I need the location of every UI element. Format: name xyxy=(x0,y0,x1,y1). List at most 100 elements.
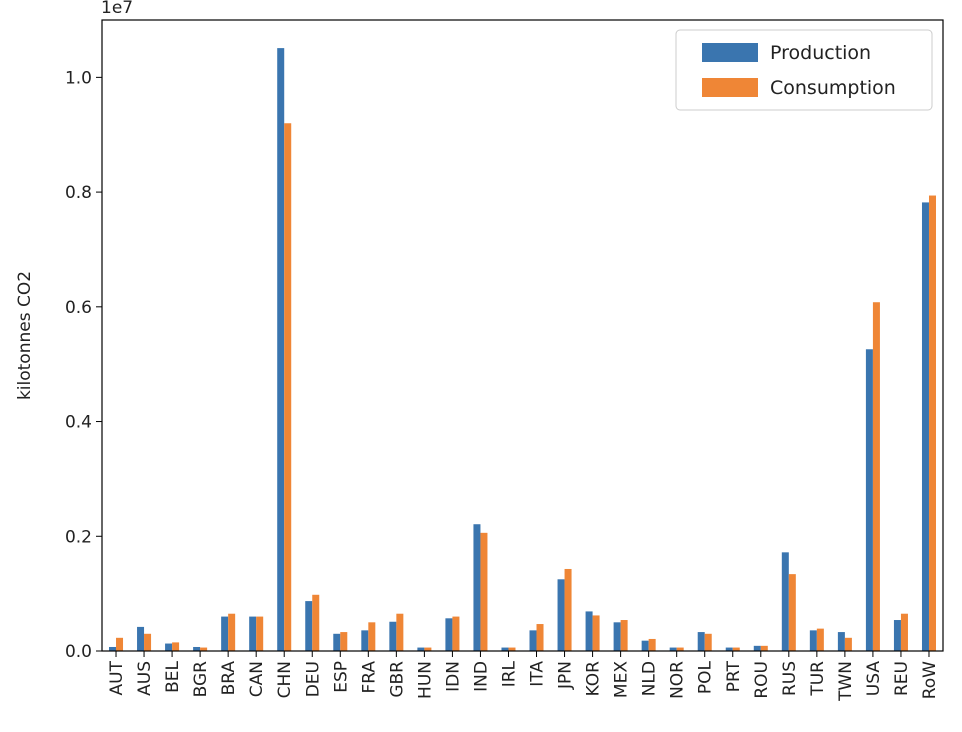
bar-production-ita xyxy=(529,630,537,651)
x-tick-label: BGR xyxy=(191,661,211,698)
y-axis-label: kilotonnes CO2 xyxy=(15,271,35,400)
bar-production-tur xyxy=(809,630,817,651)
bar-consumption-jpn xyxy=(564,568,572,651)
bar-consumption-ind xyxy=(480,532,488,651)
bar-production-hun xyxy=(417,647,425,651)
bar-production-row xyxy=(921,202,929,651)
x-tick-label: CHN xyxy=(275,661,295,698)
x-tick-label: IRL xyxy=(499,660,519,687)
x-tick-label: RoW xyxy=(920,661,940,699)
bar-production-nld xyxy=(641,640,649,651)
x-tick-label: NLD xyxy=(640,661,660,696)
bar-production-usa xyxy=(865,349,873,651)
bar-production-prt xyxy=(725,647,733,651)
bar-production-esp xyxy=(333,633,341,651)
bar-production-chn xyxy=(277,48,285,652)
bar-consumption-aus xyxy=(144,633,152,651)
x-tick-label: BEL xyxy=(163,660,183,692)
x-tick-label: IND xyxy=(471,661,491,692)
legend-label-production: Production xyxy=(770,42,871,64)
bar-consumption-tur xyxy=(816,628,824,651)
bar-production-rou xyxy=(753,645,761,651)
x-tick-label: RUS xyxy=(780,661,800,696)
x-tick-label: MEX xyxy=(612,661,632,698)
bar-consumption-rus xyxy=(788,574,796,651)
bar-production-pol xyxy=(697,632,705,651)
x-ticks-group: AUT AUS BEL BGR BRA CAN CHN DEU ESP FRA GBR HUN IDN I… xyxy=(107,651,940,702)
legend-swatch-production xyxy=(702,43,758,62)
x-tick-label: PRT xyxy=(724,660,744,692)
legend-swatch-consumption xyxy=(702,78,758,97)
x-tick-label: ROU xyxy=(752,661,772,699)
bar-consumption-mex xyxy=(620,620,628,651)
bar-consumption-chn xyxy=(284,123,292,652)
bar-production-aus xyxy=(137,626,145,651)
x-tick-label: AUS xyxy=(135,661,155,696)
bar-production-aut xyxy=(109,646,117,651)
y-tick-label: 0.0 xyxy=(65,642,92,662)
x-tick-label: IDN xyxy=(443,661,463,692)
bar-consumption-fra xyxy=(368,622,376,651)
bar-consumption-pol xyxy=(704,633,712,651)
bar-production-reu xyxy=(893,620,901,651)
bar-consumption-nor xyxy=(676,647,684,651)
bar-consumption-twn xyxy=(844,637,852,651)
bar-production-irl xyxy=(501,647,509,651)
bar-production-deu xyxy=(305,601,313,651)
bar-consumption-row xyxy=(928,195,936,652)
y-ticks-group: 0.0 0.2 0.4 0.6 0.8 1.0 xyxy=(65,68,102,662)
bar-production-gbr xyxy=(389,621,397,651)
x-tick-label: GBR xyxy=(387,661,407,698)
bar-production-fra xyxy=(361,630,369,651)
x-tick-label: USA xyxy=(864,661,884,697)
bar-consumption-reu xyxy=(900,613,908,651)
bar-consumption-kor xyxy=(592,615,600,651)
x-tick-label: REU xyxy=(892,661,912,696)
bar-consumption-bel xyxy=(172,642,180,651)
x-tick-label: FRA xyxy=(359,661,379,694)
bar-production-bra xyxy=(221,616,229,651)
y-tick-label: 0.4 xyxy=(65,413,92,433)
bar-consumption-prt xyxy=(732,647,740,651)
x-tick-label: ITA xyxy=(528,661,548,687)
bar-production-rus xyxy=(781,552,789,651)
bar-production-kor xyxy=(585,611,593,651)
bar-consumption-bra xyxy=(228,613,236,651)
x-tick-label: AUT xyxy=(107,660,127,695)
y-tick-label: 0.6 xyxy=(65,298,92,318)
x-tick-label: DEU xyxy=(303,661,323,697)
x-tick-label: HUN xyxy=(415,661,435,699)
bar-consumption-esp xyxy=(340,632,348,651)
bar-production-ind xyxy=(473,524,481,651)
bar-production-bgr xyxy=(193,646,201,651)
bar-production-idn xyxy=(445,618,453,651)
legend: Production Consumption xyxy=(675,29,933,111)
x-tick-label: NOR xyxy=(668,661,688,699)
bars-group xyxy=(109,48,936,652)
bar-consumption-aut xyxy=(116,637,124,651)
x-tick-label: JPN xyxy=(556,661,576,690)
y-offset-label: 1e7 xyxy=(101,0,133,18)
x-tick-label: BRA xyxy=(219,661,239,696)
bar-production-mex xyxy=(613,622,621,651)
x-tick-label: CAN xyxy=(247,661,267,697)
bar-production-bel xyxy=(165,643,173,651)
x-tick-label: TUR xyxy=(808,661,828,697)
plot-frame xyxy=(101,19,944,652)
bar-consumption-deu xyxy=(312,594,320,651)
bar-production-nor xyxy=(669,647,677,651)
y-tick-label: 0.8 xyxy=(65,183,92,203)
x-tick-label: POL xyxy=(696,660,716,694)
bar-production-jpn xyxy=(557,579,565,651)
bar-consumption-usa xyxy=(872,302,880,651)
bar-consumption-bgr xyxy=(200,647,208,651)
bar-consumption-rou xyxy=(760,645,768,651)
x-tick-label: KOR xyxy=(584,661,604,697)
legend-label-consumption: Consumption xyxy=(770,77,896,99)
bar-consumption-idn xyxy=(452,616,460,651)
bar-consumption-ita xyxy=(536,624,544,651)
bar-consumption-gbr xyxy=(396,613,404,651)
bar-production-twn xyxy=(837,632,845,651)
